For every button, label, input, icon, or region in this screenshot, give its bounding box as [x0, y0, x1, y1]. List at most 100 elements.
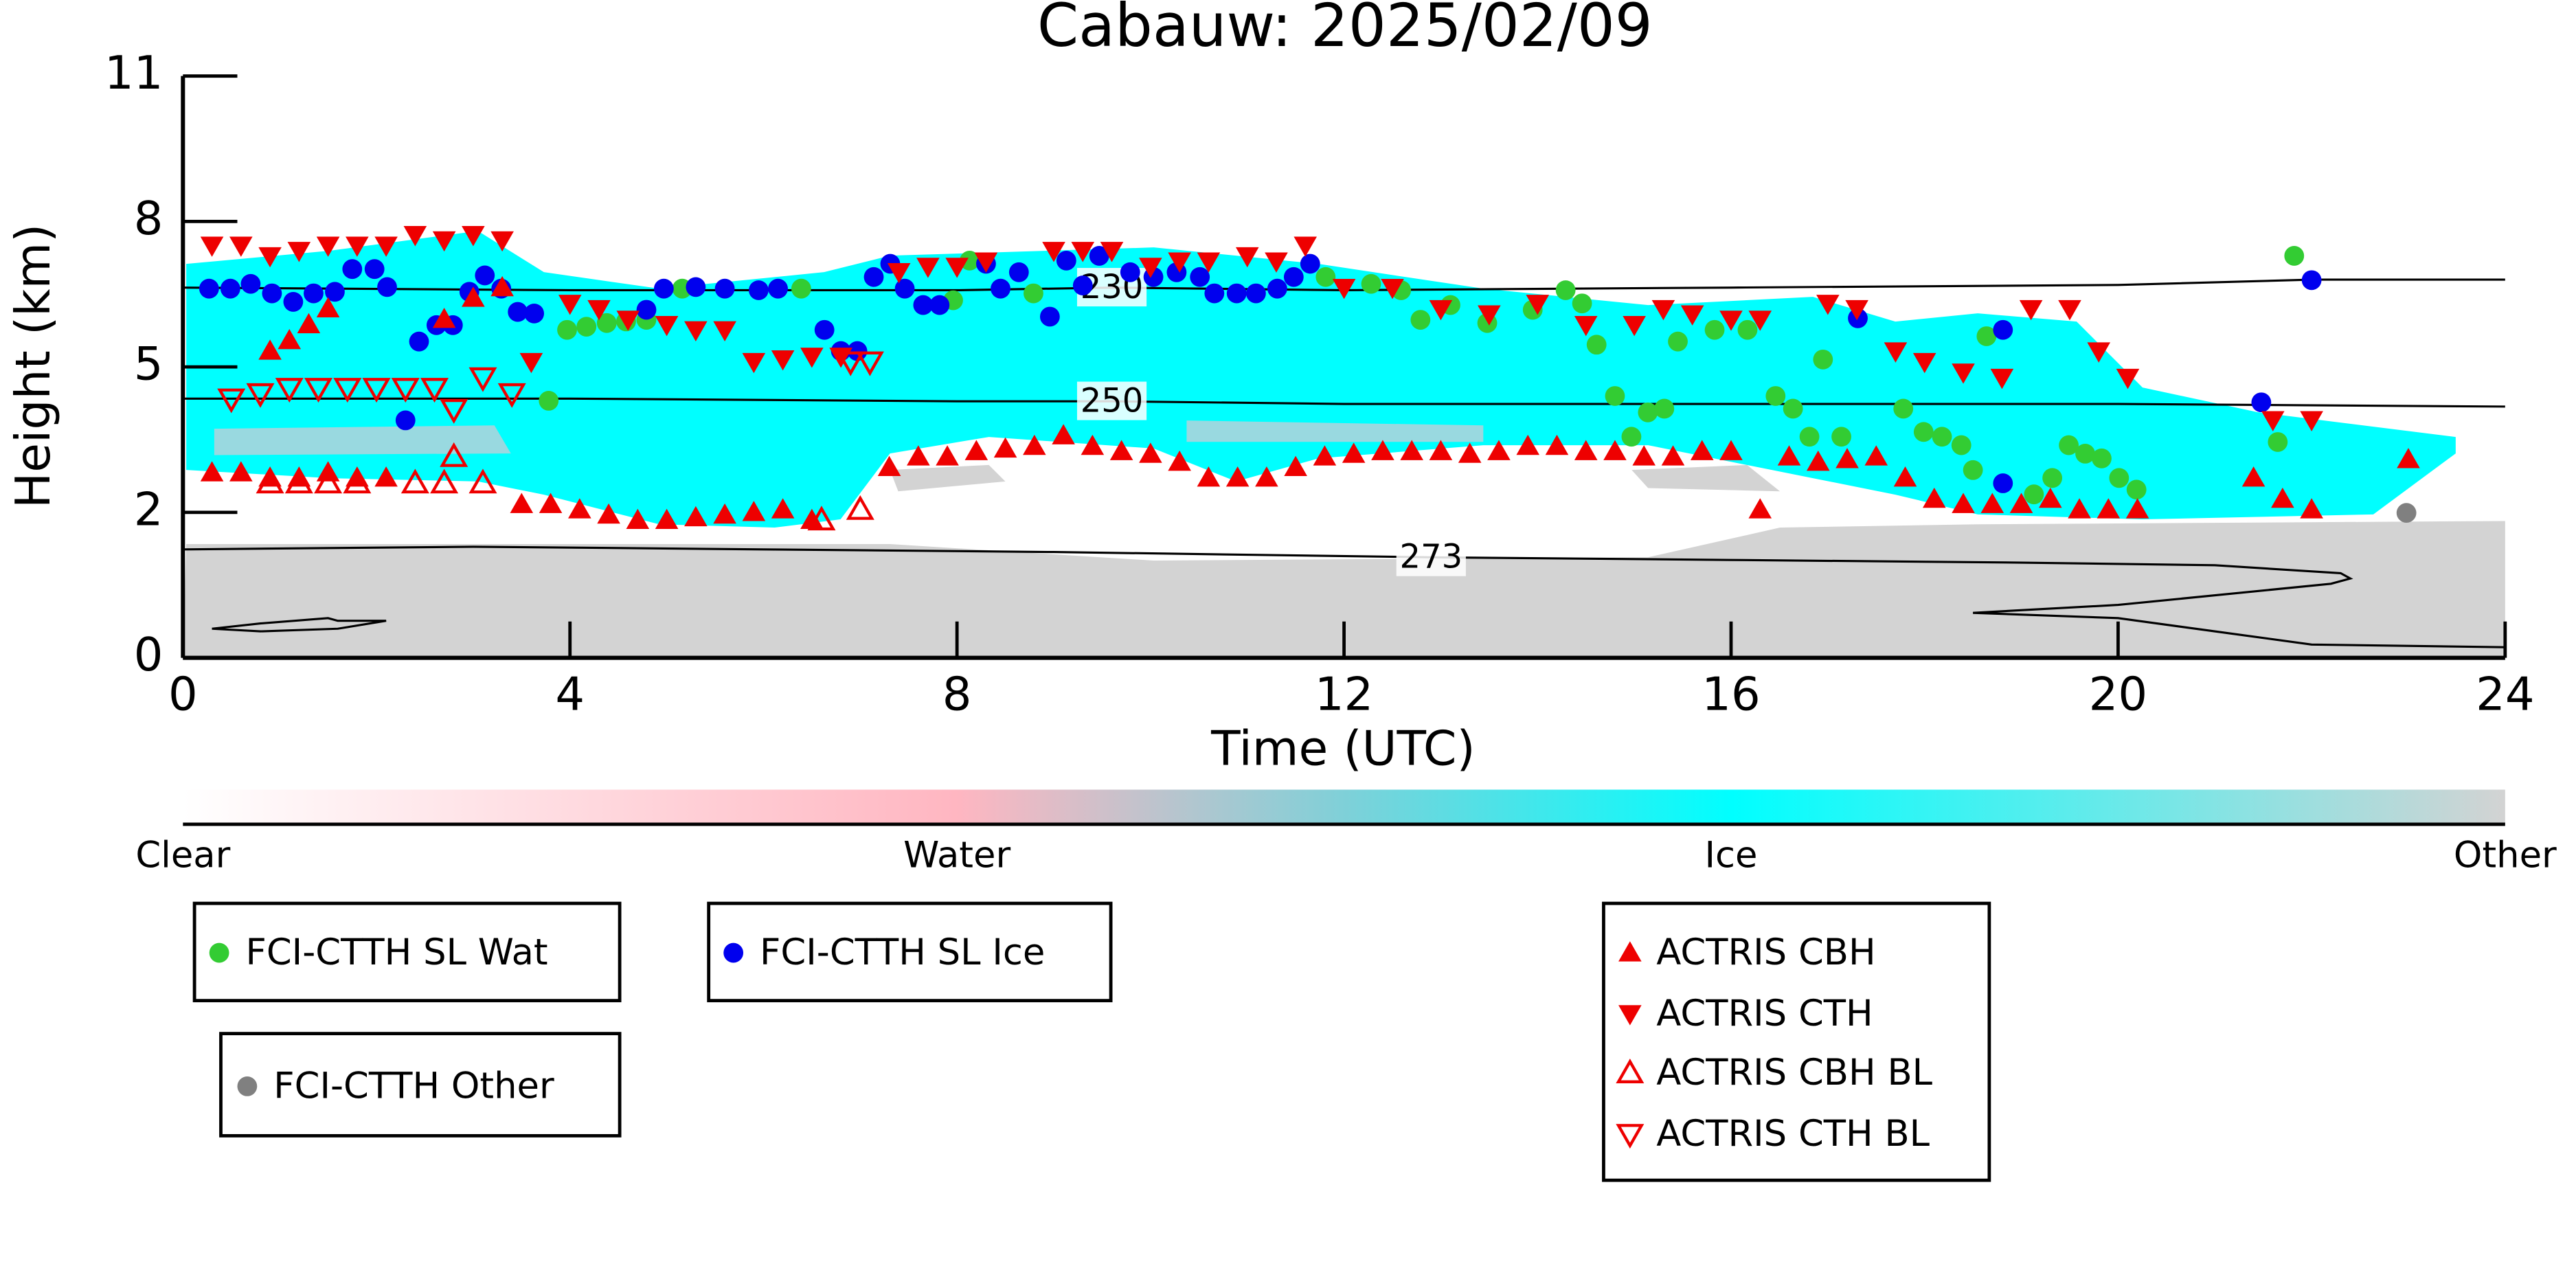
point: [1293, 236, 1318, 257]
point: [229, 461, 253, 482]
point: [229, 236, 253, 257]
x-tick-label: 8: [942, 668, 972, 721]
point: [258, 339, 282, 360]
point: [1799, 427, 1820, 447]
point: [1816, 295, 1840, 315]
point: [240, 273, 261, 294]
point: [1623, 315, 1646, 337]
point: [877, 455, 901, 477]
point: [2075, 444, 2095, 464]
point: [1190, 267, 1210, 287]
point: [2042, 468, 2063, 488]
point: [568, 498, 591, 519]
point: [855, 351, 884, 376]
point: [1976, 326, 1997, 346]
point: [1922, 487, 1946, 508]
point: [684, 506, 708, 527]
point: [800, 348, 824, 368]
point: [847, 341, 868, 361]
point: [262, 283, 282, 304]
point: [713, 503, 736, 524]
point: [1081, 434, 1105, 455]
chart-title: Cabauw: 2025/02/09: [1037, 0, 1653, 60]
point: [409, 331, 429, 352]
point: [742, 352, 766, 374]
point: [1586, 335, 1607, 355]
point: [1806, 450, 1830, 471]
point: [2396, 503, 2417, 523]
point: [800, 508, 824, 530]
point: [377, 277, 397, 297]
point: [974, 252, 998, 273]
legend-entry: ACTRIS CTH BL: [1616, 1113, 1930, 1155]
point: [246, 383, 275, 408]
point: [913, 295, 934, 315]
point: [316, 236, 340, 257]
point: [490, 275, 514, 297]
point: [497, 383, 526, 408]
point: [1197, 466, 1221, 487]
point: [1332, 279, 1356, 300]
point: [960, 250, 980, 271]
legend-marker: [1616, 1059, 1645, 1083]
point: [1893, 466, 1917, 487]
point: [2059, 435, 2079, 455]
point: [626, 508, 650, 530]
point: [1315, 267, 1336, 287]
point: [432, 231, 456, 252]
point: [374, 466, 398, 487]
point: [1204, 283, 1225, 304]
point: [1225, 466, 1250, 487]
point: [936, 445, 959, 466]
point: [395, 410, 416, 431]
legend-label: ACTRIS CTH BL: [1656, 1113, 1930, 1155]
point: [684, 321, 708, 342]
point: [814, 319, 835, 340]
point: [1313, 445, 1337, 466]
legend-marker: [723, 942, 744, 963]
point: [325, 282, 345, 302]
point: [1719, 440, 1743, 460]
point: [991, 278, 1010, 299]
point: [1100, 242, 1124, 262]
point: [1932, 427, 1952, 447]
legend-marker: [1616, 1124, 1645, 1149]
point: [1680, 305, 1704, 326]
point: [278, 328, 302, 350]
point: [749, 280, 769, 300]
point: [993, 437, 1017, 458]
point: [1197, 252, 1221, 273]
point: [1603, 440, 1627, 460]
point: [1748, 310, 1772, 331]
point: [655, 508, 679, 530]
point: [1072, 275, 1093, 295]
legend-entry: ACTRIS CBH BL: [1616, 1052, 1933, 1094]
point: [314, 468, 343, 494]
point: [2301, 270, 2322, 291]
point: [1342, 442, 1366, 463]
point: [287, 242, 311, 262]
point: [1458, 442, 1482, 463]
point: [1226, 283, 1247, 304]
point: [1516, 434, 1539, 455]
point: [346, 236, 369, 257]
point: [362, 378, 391, 403]
point: [616, 310, 640, 331]
point: [807, 506, 836, 531]
point: [1719, 310, 1743, 331]
point: [258, 247, 282, 268]
y-tick-label: 0: [134, 628, 163, 681]
point: [510, 493, 534, 513]
point: [2039, 487, 2062, 508]
point: [1267, 278, 1287, 299]
point: [636, 300, 657, 320]
point: [316, 297, 340, 318]
point: [771, 498, 795, 519]
point: [2097, 498, 2121, 519]
point: [1255, 466, 1278, 487]
point: [1052, 424, 1075, 444]
legend-entry: ACTRIS CBH: [1618, 931, 1876, 973]
legend-entry: FCI-CTTH SL Wat: [209, 931, 548, 973]
point: [1893, 398, 1914, 419]
point: [2241, 466, 2266, 487]
